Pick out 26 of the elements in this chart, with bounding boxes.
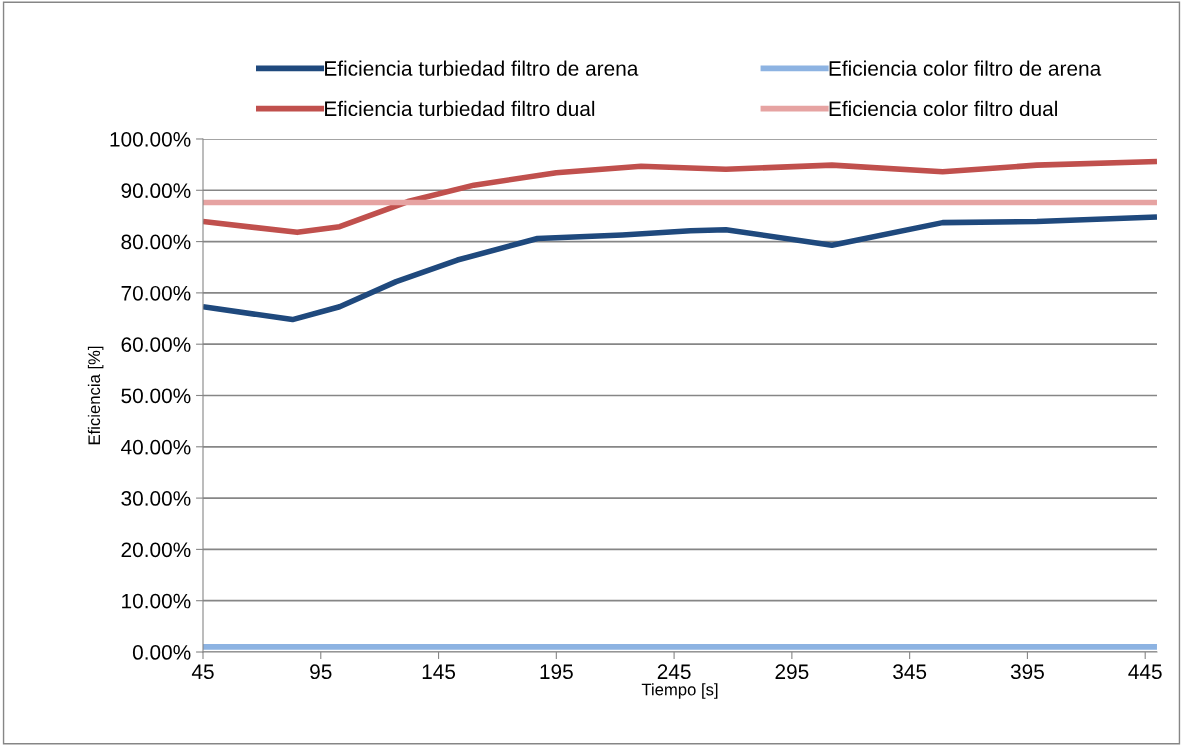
y-tick-label: 60.00% — [121, 337, 191, 352]
legend-label: Eficiencia turbiedad filtro dual — [325, 100, 595, 117]
y-tick-label: 10.00% — [122, 593, 191, 609]
y-tick-label: 90.00% — [121, 183, 191, 199]
legend-label: Eficiencia color filtro de arena — [829, 60, 1102, 76]
legend-label: Eficiencia color filtro dual — [829, 100, 1057, 117]
x-tick-label: 245 — [657, 664, 691, 680]
x-tick-label: 95 — [310, 664, 332, 680]
y-axis-title: Eficiencia [%] — [87, 346, 104, 445]
x-tick-label: 395 — [1010, 664, 1044, 680]
legend-label: Eficiencia turbiedad filtro de arena — [325, 60, 639, 76]
y-tick-label: 30.00% — [121, 491, 191, 506]
x-axis-title: Tiempo [s] — [641, 683, 718, 699]
x-tick-label: 345 — [893, 664, 927, 680]
y-tick-label: 50.00% — [121, 388, 191, 404]
x-tick-label: 145 — [422, 664, 456, 680]
y-tick-label: 20.00% — [121, 542, 191, 558]
x-tick-label: 45 — [191, 664, 214, 680]
y-tick-label: 100.00% — [110, 131, 191, 147]
x-tick-label: 295 — [775, 664, 809, 680]
x-tick-label: 195 — [540, 664, 573, 680]
y-tick-label: 70.00% — [121, 285, 191, 301]
y-tick-label: 0.00% — [132, 645, 191, 660]
y-tick-label: 40.00% — [121, 439, 191, 455]
y-tick-label: 80.00% — [121, 234, 191, 250]
x-tick-label: 445 — [1128, 664, 1162, 680]
